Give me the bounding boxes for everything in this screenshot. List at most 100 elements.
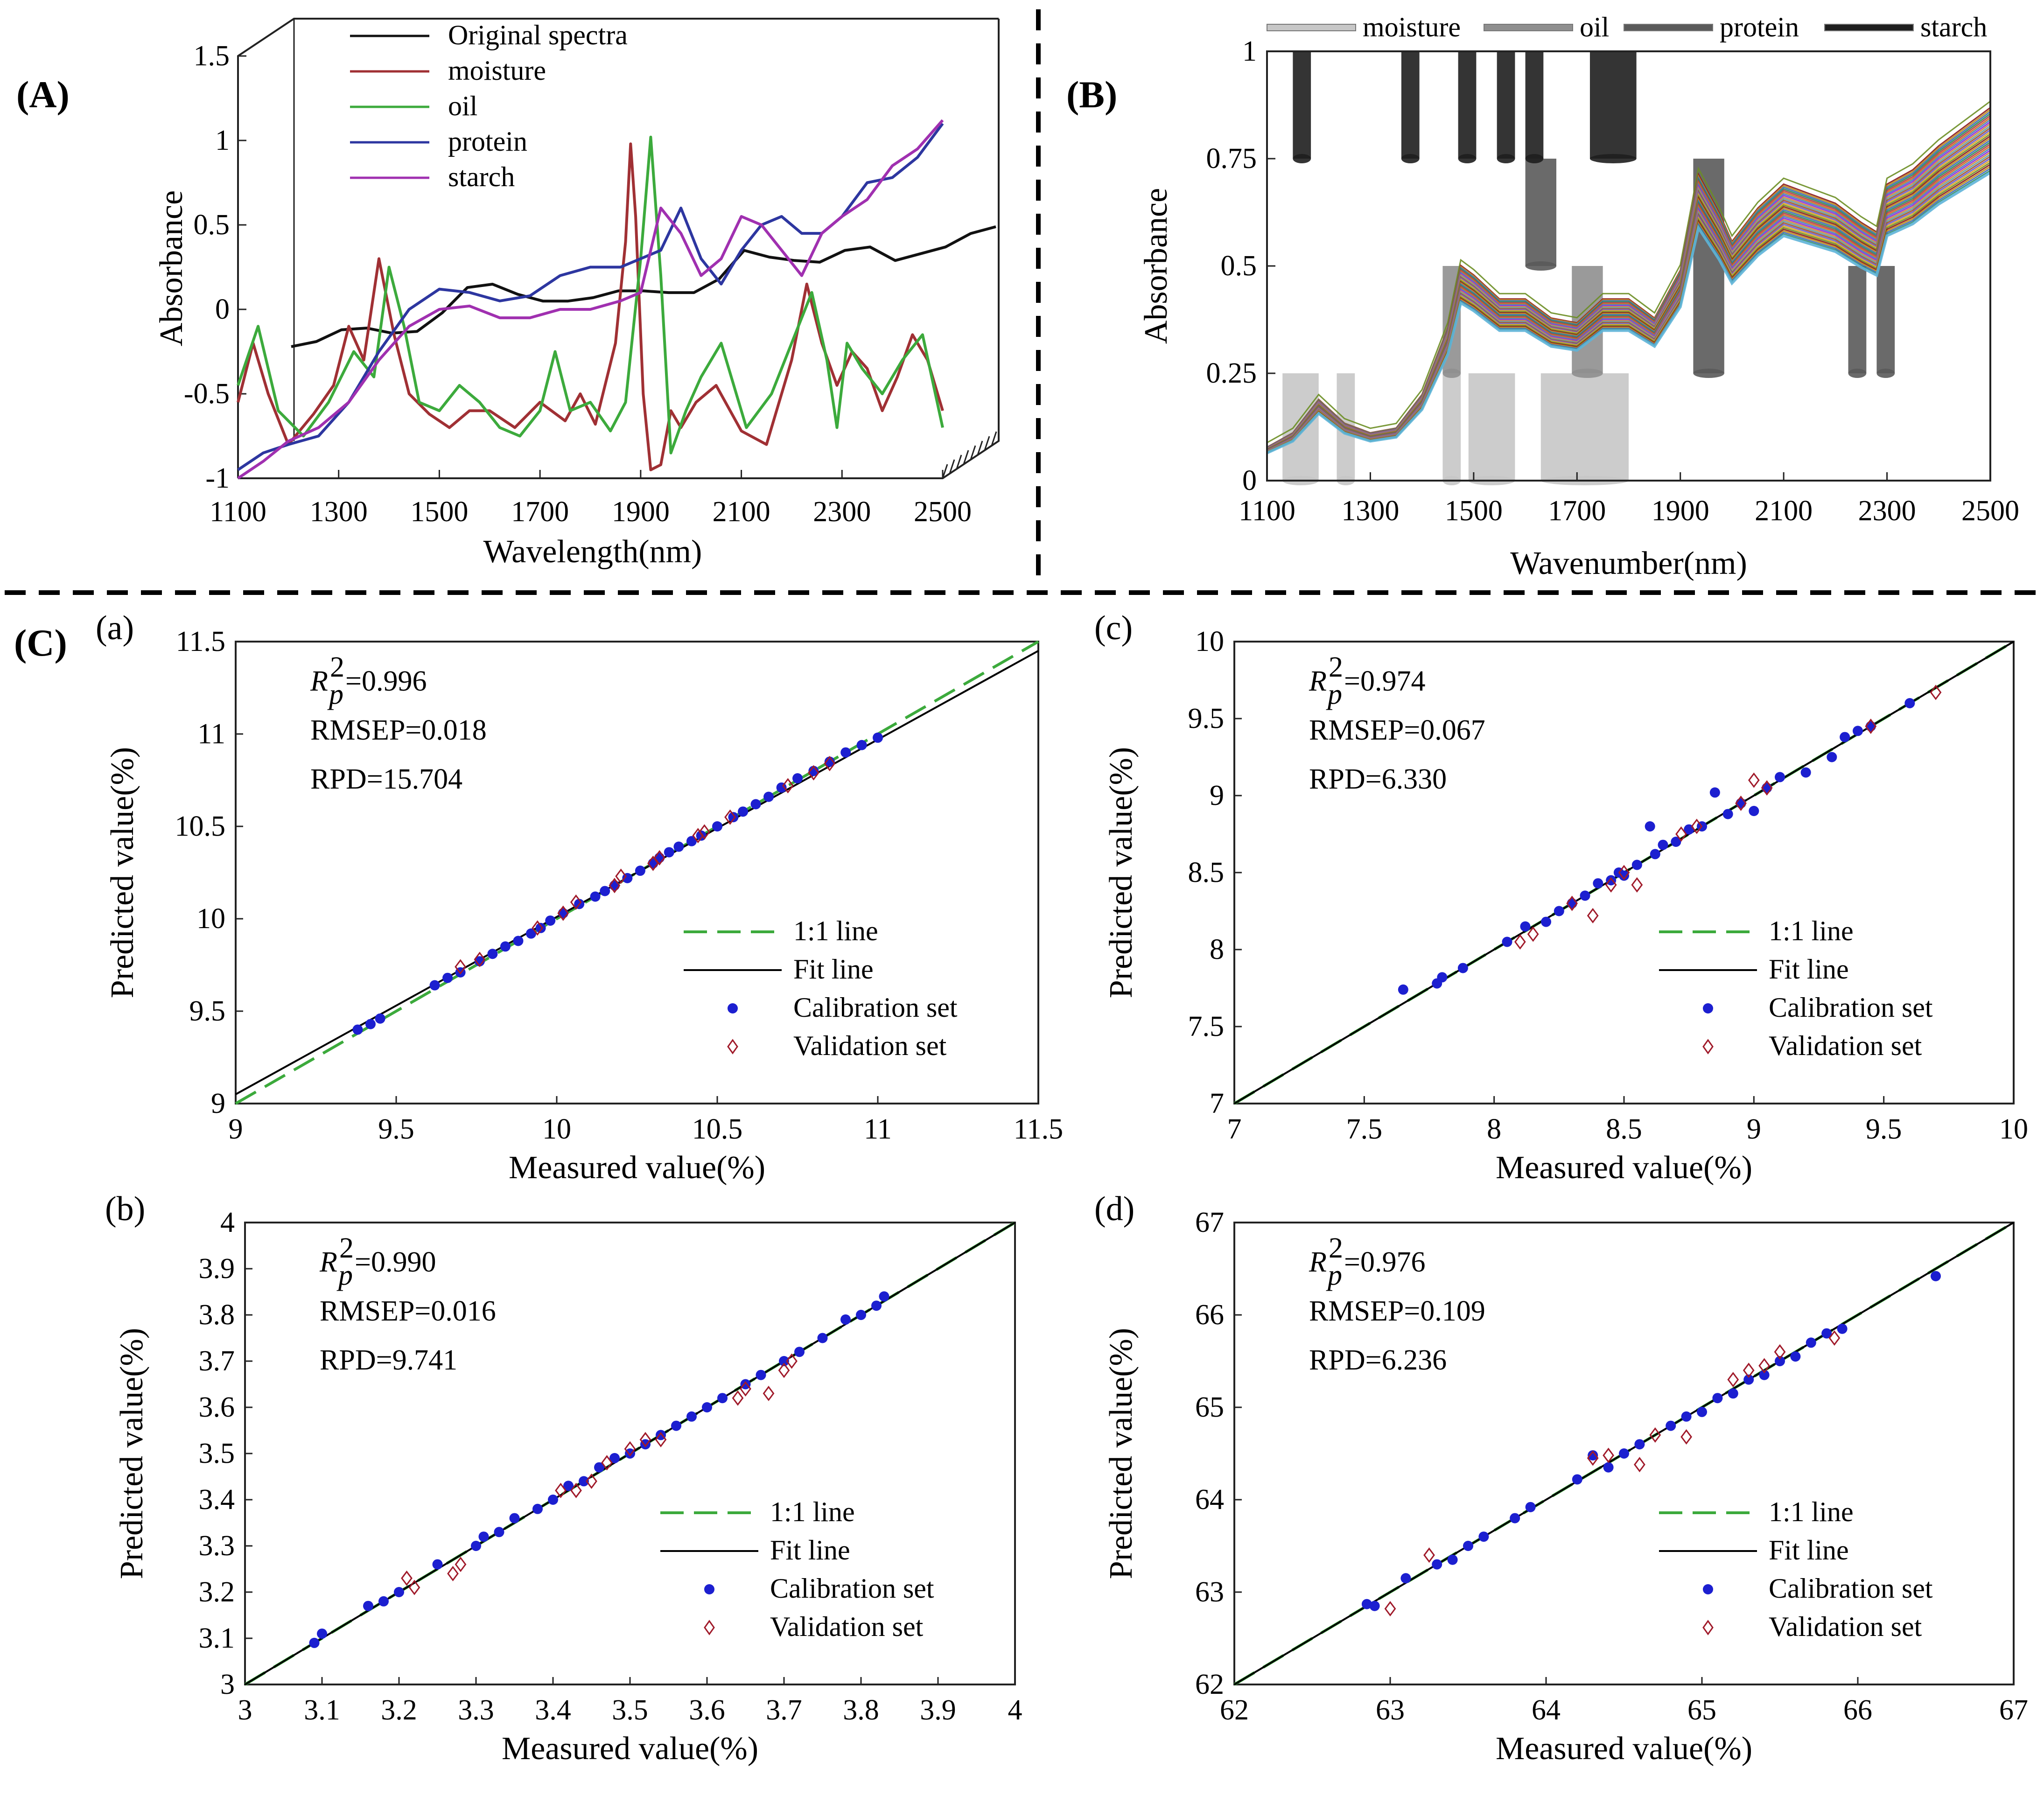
band-cap: [1876, 369, 1895, 378]
calibration-point: [1821, 1328, 1832, 1339]
legend-label: 1:1 line: [770, 1496, 855, 1527]
y-tick-label: 1: [1242, 35, 1257, 67]
x-tick-label: 2500: [1961, 495, 2019, 527]
band-cap: [1693, 369, 1724, 378]
panel-C-b-scatter: 3 3.1 3.2 3.3 3.4 3.5 3.6 3.7 3.8 3.9 4 3 3.1 3.2 3.3 3…: [105, 1190, 1022, 1767]
legend-label: Validation set: [1769, 1030, 1922, 1061]
sub-panel-label: (c): [1094, 609, 1133, 647]
x-tick-label: 2100: [713, 496, 770, 528]
calibration-point: [600, 886, 610, 896]
y-tick-label: 62: [1195, 1669, 1224, 1700]
band-cap: [1401, 154, 1420, 163]
y-tick-label: 7: [1210, 1088, 1224, 1119]
y-tick-label: 7.5: [1188, 1011, 1225, 1042]
band-moisture: [1468, 373, 1515, 481]
legend-label: Calibration set: [1769, 1573, 1933, 1604]
calibration-point: [871, 1300, 882, 1311]
calibration-point: [1631, 860, 1642, 870]
spectrum-line: [1266, 171, 1991, 454]
calibration-point: [1762, 783, 1772, 793]
panel-A-spectra-3d: -1 -0.5 0 0.5 1 1.5 1100 1300 1500 1700 1900 2100 23…: [16, 18, 1000, 570]
validation-point: [1603, 1447, 1614, 1463]
calibration-point: [856, 740, 867, 750]
calibration-point: [664, 847, 674, 858]
y-tick-label: 65: [1195, 1391, 1224, 1423]
band-legend-swatch: [1267, 24, 1356, 31]
calibration-point: [879, 1291, 889, 1302]
band-legend-swatch: [1484, 24, 1573, 31]
x-tick-label: 1900: [612, 496, 670, 528]
x-tick-label: 10: [1999, 1113, 2028, 1145]
legend-label: 1:1 line: [1769, 915, 1854, 946]
panel-label: (B): [1066, 73, 1117, 116]
calibration-point: [1541, 916, 1551, 927]
calibration-point: [840, 1314, 851, 1325]
frame-back: [237, 18, 999, 478]
x-tick-label: 2300: [813, 496, 871, 528]
y-tick-label: -0.5: [184, 378, 230, 410]
calibration-point: [686, 1411, 697, 1422]
calibration-point: [824, 756, 835, 767]
validation-point: [455, 959, 466, 975]
x-tick-label: 2100: [1755, 495, 1813, 527]
x-tick-label: 9: [1747, 1113, 1761, 1145]
band-protein: [1525, 159, 1556, 266]
calibration-point: [671, 1420, 681, 1431]
x-tick-label: 3.8: [843, 1694, 879, 1726]
validation-point: [555, 1482, 567, 1498]
y-tick-label: 0: [1242, 465, 1257, 496]
calibration-point: [1775, 1356, 1785, 1366]
calibration-point: [487, 949, 498, 959]
plot-frame: [1233, 1222, 2015, 1685]
calibration-point: [1619, 1448, 1629, 1459]
y-tick-label: 3.7: [199, 1345, 235, 1377]
legend-swatch-calibration: [1703, 1584, 1713, 1594]
y-tick-label: 4: [220, 1207, 235, 1238]
y-tick-label: 11.5: [176, 626, 225, 657]
calibration-point: [1743, 1374, 1754, 1385]
band-moisture: [1540, 373, 1629, 481]
y-tick-label: 3.1: [199, 1622, 235, 1654]
depth-tick: [991, 431, 997, 446]
calibration-point: [1800, 767, 1811, 778]
calibration-point: [471, 1541, 481, 1551]
stat-r2-value: =0.996: [345, 665, 427, 697]
y-tick-label: 67: [1195, 1207, 1224, 1238]
band-legend-label: protein: [1720, 12, 1799, 42]
validation-point: [1605, 877, 1617, 893]
validation-point: [786, 1353, 798, 1369]
calibration-point: [365, 1019, 376, 1029]
y-tick-label: 9: [1210, 780, 1224, 811]
x-tick-label: 1500: [1445, 495, 1503, 527]
calibration-point: [1658, 839, 1668, 850]
depth-tick: [956, 454, 962, 469]
calibration-point: [378, 1596, 389, 1607]
validation-point: [455, 1557, 467, 1572]
calibration-point: [1447, 1554, 1458, 1565]
band-cap: [1458, 154, 1477, 163]
validation-point: [1566, 895, 1578, 911]
stat-r2-symbol: R: [1309, 1246, 1327, 1278]
panel-B-band-assignment: 0 0.25 0.5 0.75 1 1100 1300 1500 1700 1900 2100 230…: [1066, 12, 2019, 581]
legend-label: oil: [448, 91, 477, 121]
calibration-point: [856, 1310, 866, 1320]
stat-rpd: RPD=15.704: [310, 763, 462, 795]
validation-point: [1727, 1372, 1739, 1388]
x-axis-label: Measured value(%): [1496, 1150, 1752, 1186]
x-tick-label: 64: [1532, 1694, 1561, 1726]
validation-point: [1527, 926, 1539, 942]
y-tick-label: 3.9: [199, 1253, 235, 1285]
x-tick-label: 4: [1008, 1694, 1022, 1726]
validation-point: [1631, 877, 1643, 893]
legend-label: Fit line: [1769, 954, 1849, 985]
calibration-point: [545, 915, 556, 926]
y-tick-label: 8.5: [1188, 857, 1225, 888]
calibration-point: [1400, 1573, 1411, 1584]
y-axis-label: Absorbance: [154, 190, 189, 346]
calibration-point: [432, 1559, 443, 1570]
legend-label: Original spectra: [448, 20, 628, 50]
y-tick-label: 10: [196, 903, 225, 935]
calibration-point: [1369, 1600, 1380, 1611]
calibration-point: [1931, 1271, 1941, 1281]
band-starch: [1458, 51, 1477, 159]
